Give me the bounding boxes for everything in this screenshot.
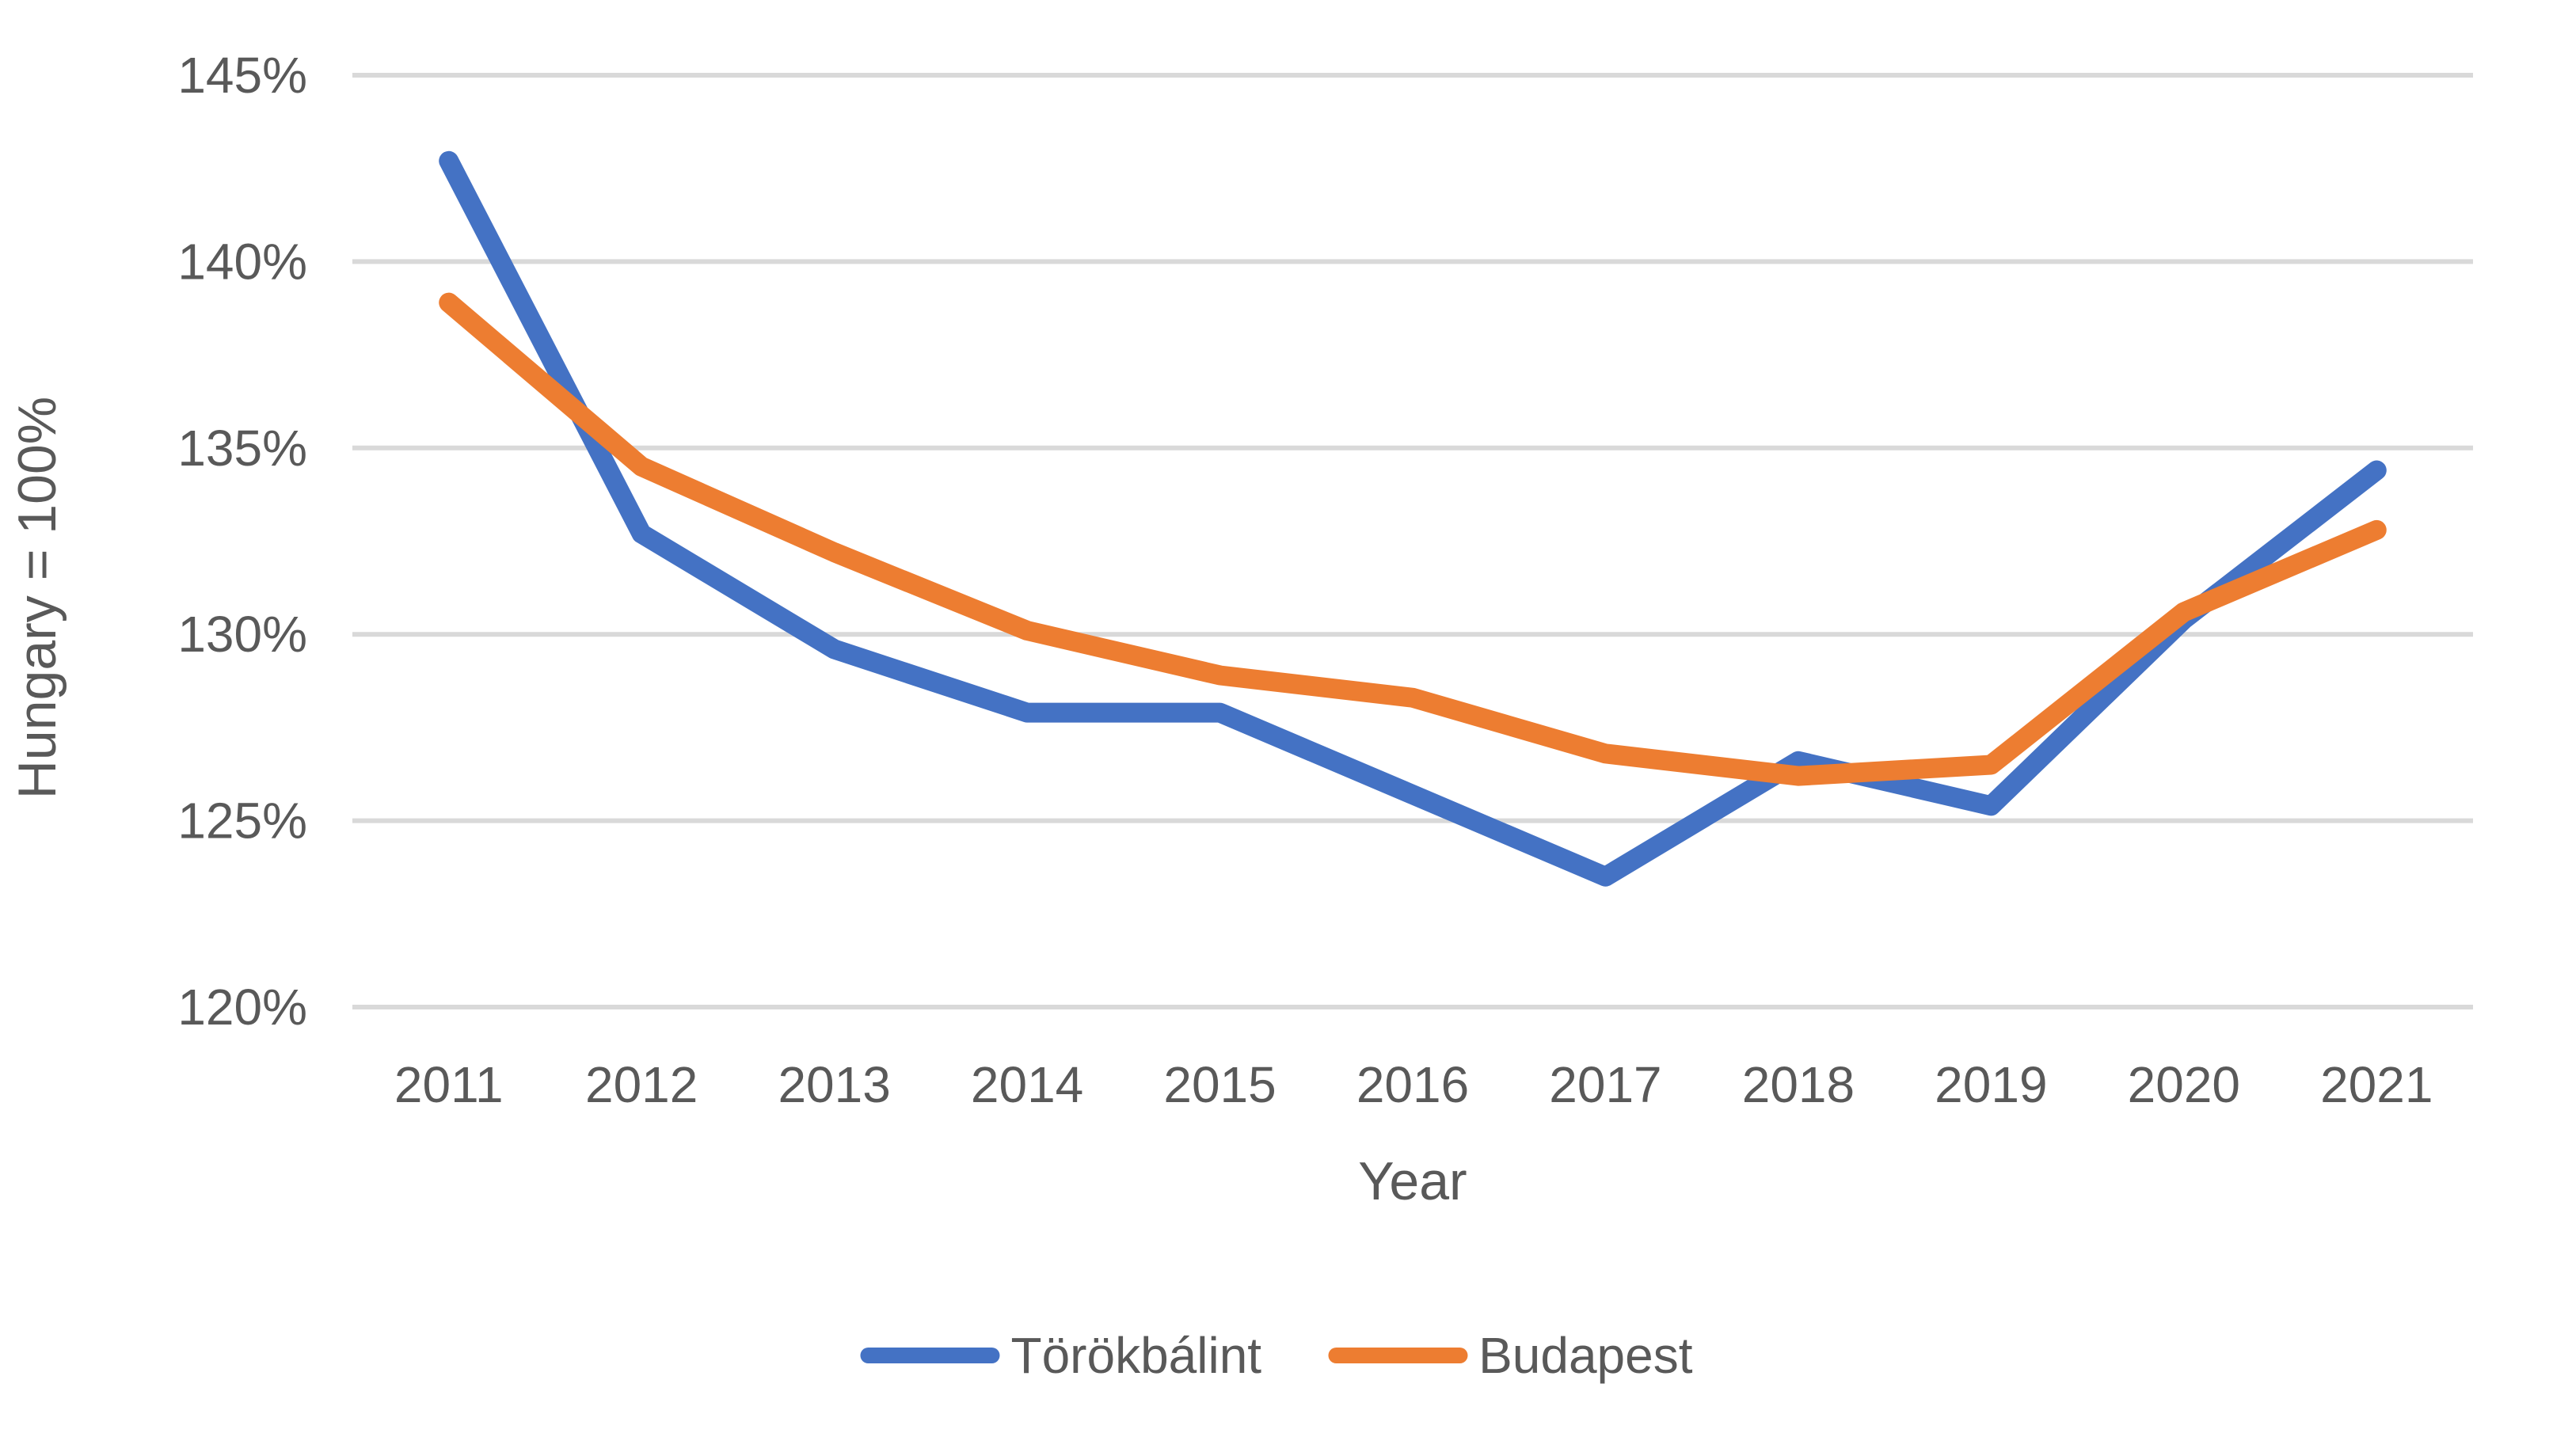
legend: Törökbálint Budapest	[860, 1324, 1693, 1387]
x-tick-label: 2015	[1163, 1056, 1276, 1113]
y-tick-label: 120%	[177, 979, 307, 1036]
x-tick-label: 2019	[1935, 1056, 2047, 1113]
y-tick-label: 125%	[177, 793, 307, 850]
legend-label-torokbalint: Törökbálint	[1010, 1327, 1262, 1384]
series-line-törökbálint	[439, 150, 2387, 887]
x-tick-label: 2021	[2320, 1056, 2433, 1113]
series-line-budapest	[439, 292, 2387, 786]
legend-entry-budapest: Budapest	[1328, 1326, 1693, 1385]
y-axis-tick-labels: 120% 125% 130% 135% 140% 145%	[177, 47, 307, 1036]
legend-swatch-budapest	[1328, 1348, 1468, 1363]
legend-label-budapest: Budapest	[1478, 1327, 1693, 1384]
x-axis-title: Year	[1358, 1151, 1467, 1211]
x-tick-label: 2012	[585, 1056, 698, 1113]
x-tick-label: 2020	[2128, 1056, 2240, 1113]
x-tick-label: 2014	[971, 1056, 1083, 1113]
x-tick-label: 2018	[1742, 1056, 1855, 1113]
legend-swatch-torokbalint	[860, 1348, 1000, 1363]
x-tick-label: 2017	[1549, 1056, 1661, 1113]
x-tick-label: 2011	[394, 1056, 504, 1113]
x-axis-tick-labels: 2011 2012 2013 2014 2015 2016 2017 2018 2019 2020…	[394, 1056, 2433, 1113]
y-tick-label: 145%	[177, 47, 307, 104]
y-tick-label: 130%	[177, 606, 307, 663]
legend-entry-torokbalint: Törökbálint	[860, 1326, 1261, 1385]
series-lines	[439, 150, 2387, 887]
gridlines	[352, 73, 2473, 1009]
y-tick-label: 140%	[177, 233, 307, 290]
y-axis-title: Hungary = 100%	[7, 397, 67, 799]
x-tick-label: 2016	[1356, 1056, 1469, 1113]
y-tick-label: 135%	[177, 420, 307, 477]
x-tick-label: 2013	[778, 1056, 890, 1113]
